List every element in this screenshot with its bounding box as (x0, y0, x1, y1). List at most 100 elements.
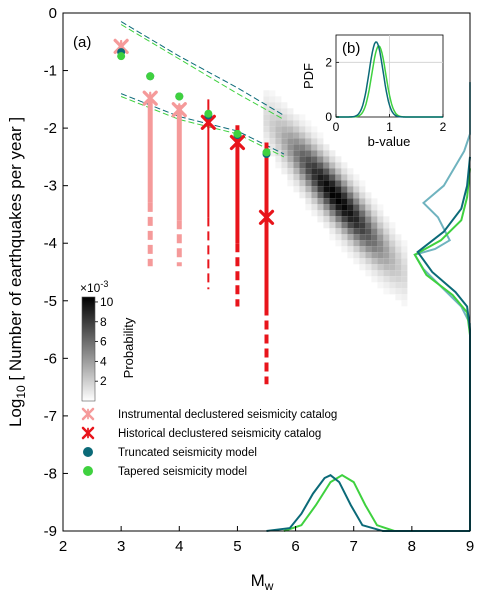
density-cell (383, 258, 390, 265)
density-cell (281, 102, 288, 109)
confidence-bound-upper-1 (120, 24, 285, 120)
x-tick-label: 3 (117, 538, 125, 555)
density-cell (281, 126, 288, 133)
density-cell (323, 210, 330, 217)
density-cell (359, 192, 366, 199)
density-cell (401, 294, 408, 301)
density-cell (347, 252, 354, 259)
density-cell (311, 180, 318, 187)
density-cell (299, 186, 306, 193)
density-cell (269, 114, 276, 121)
density-cell (335, 240, 342, 247)
x-tick-label: 4 (175, 538, 183, 555)
density-cell (347, 216, 354, 223)
density-cell (353, 258, 360, 265)
density-cell (341, 204, 348, 211)
density-cell (389, 234, 396, 241)
data-points (113, 38, 275, 225)
density-cell (263, 96, 270, 103)
density-cell (269, 132, 276, 139)
legend: Instrumental declustered seismicity cata… (81, 407, 337, 478)
density-cell (305, 162, 312, 169)
density-cell (287, 108, 294, 115)
density-cell (365, 222, 372, 229)
legend-circle (83, 466, 93, 476)
marginal-y-truncated (416, 156, 471, 531)
density-cell (293, 186, 300, 193)
density-cell (335, 162, 342, 169)
density-cell (341, 180, 348, 187)
density-cell (401, 240, 408, 247)
density-cell (287, 162, 294, 169)
inset-curve-truncated (336, 41, 443, 118)
density-cell (341, 174, 348, 181)
density-cell (263, 138, 270, 145)
density-cell (329, 222, 336, 229)
density-cell (371, 198, 378, 205)
density-cell (329, 234, 336, 241)
density-cell (389, 228, 396, 235)
density-cell (359, 246, 366, 253)
density-cell (389, 270, 396, 277)
density-cell (287, 120, 294, 127)
density-cell (281, 156, 288, 163)
density-cell (311, 156, 318, 163)
density-cell (341, 162, 348, 169)
density-cell (275, 102, 282, 109)
density-cell (335, 186, 342, 193)
density-cell (383, 270, 390, 277)
density-cell (359, 234, 366, 241)
density-cell (389, 240, 396, 247)
density-cell (365, 234, 372, 241)
density-cell (335, 192, 342, 199)
data-point-tapered (146, 72, 155, 81)
density-cell (353, 246, 360, 253)
density-cell (401, 258, 408, 265)
density-cell (269, 150, 276, 157)
density-cell (329, 186, 336, 193)
density-cell (317, 186, 324, 193)
y-tick-label: -3 (44, 178, 57, 195)
x-tick-label: 6 (291, 538, 299, 555)
density-cell (305, 132, 312, 139)
density-cell (287, 138, 294, 145)
density-cell (401, 276, 408, 283)
density-cell (269, 90, 276, 97)
density-cell (353, 210, 360, 217)
density-cell (377, 270, 384, 277)
density-cell (323, 162, 330, 169)
density-cell (377, 228, 384, 235)
density-cell (365, 240, 372, 247)
y-tick-label: -9 (44, 523, 57, 540)
legend-item-instrumental: Instrumental declustered seismicity cata… (81, 407, 337, 421)
density-cell (329, 216, 336, 223)
density-cell (311, 210, 318, 217)
density-cell (299, 156, 306, 163)
density-cell (335, 234, 342, 241)
density-cell (329, 192, 336, 199)
density-cell (305, 138, 312, 145)
density-cell (353, 234, 360, 241)
marginal-x-tapered (283, 474, 470, 532)
colorbar-tick-label: 2 (100, 374, 107, 388)
density-cell (323, 204, 330, 211)
density-cell (371, 210, 378, 217)
density-cell (323, 156, 330, 163)
density-cell (377, 252, 384, 259)
density-cell (263, 132, 270, 139)
density-cell (377, 276, 384, 283)
density-cell (335, 216, 342, 223)
density-cell (389, 288, 396, 295)
density-cell (275, 156, 282, 163)
density-cell (293, 162, 300, 169)
density-cell (383, 252, 390, 259)
colorbar-label: Probability (121, 317, 136, 378)
inset-y-tick-label: 2 (325, 55, 332, 69)
density-cell (299, 114, 306, 121)
data-point-tapered (175, 92, 184, 101)
data-point-historical (258, 209, 275, 225)
density-cell (389, 276, 396, 283)
density-cell (323, 168, 330, 175)
y-tick-label: -2 (44, 120, 57, 137)
density-cell (329, 156, 336, 163)
